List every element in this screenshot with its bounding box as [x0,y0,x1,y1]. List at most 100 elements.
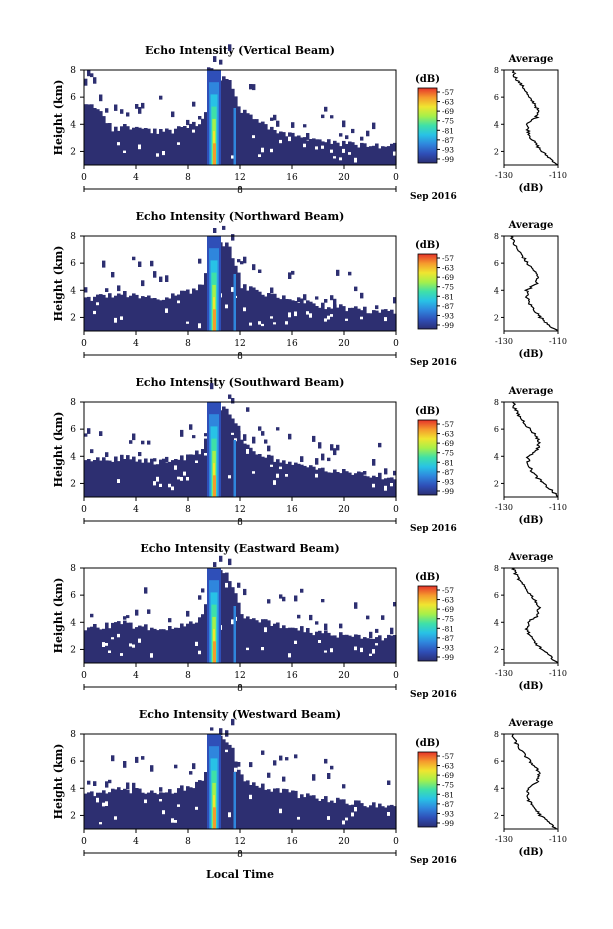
y-axis-label: Height (km) [52,80,65,156]
echo-column [126,297,130,331]
echo-column [174,792,178,829]
avg-y-tick-label: 6 [494,757,499,766]
echo-column [387,805,391,829]
echo-speckle [279,755,283,761]
echo-column [171,628,175,663]
echo-column [147,128,151,165]
echo-gap [261,323,265,327]
echo-speckle [384,468,388,475]
x-axis-label: Local Time [206,868,274,881]
echo-column [327,472,331,497]
echo-speckle [324,106,328,112]
echo-column [261,121,265,165]
echo-column [228,80,232,165]
echo-column [114,456,118,497]
avg-y-tick-label: 2 [494,147,499,156]
avg-y-tick-label: 6 [494,591,499,600]
echo-gap [117,479,121,483]
echo-column [153,628,157,663]
echo-speckle [219,59,223,65]
echo-gap [261,647,265,651]
echo-speckle [213,56,217,62]
month-label: Sep 2016 [410,358,457,368]
echo-speckle [333,448,337,456]
echo-column [366,313,370,331]
echo-column [297,302,301,331]
y-axis-label: Height (km) [52,412,65,488]
echo-speckle [147,440,151,445]
echo-column [201,118,205,165]
echo-column [306,793,310,829]
echo-column [291,132,295,165]
echo-gap [285,321,289,325]
echo-column [297,135,301,165]
echo-speckle [111,755,115,762]
echo-column [375,477,379,497]
echo-column [237,106,241,165]
y-tick-label: 6 [70,259,76,269]
echo-column [390,143,394,165]
average-profile: Average 2 4 6 8 -130 -110 (dB) [494,386,567,526]
echo-column [369,313,373,331]
echo-column [348,307,352,331]
average-profile-line [509,235,558,332]
echo-gap [252,135,256,139]
echo-speckle [303,124,307,128]
echo-column [138,459,142,497]
echo-column [393,635,397,663]
x-tick-label: 20 [338,837,350,847]
echo-column [342,469,346,497]
colorbar-tick-label: -99 [442,487,454,496]
echo-speckle [105,108,109,113]
echo-column [255,289,259,331]
echo-column [339,304,343,331]
echo-column [258,122,262,165]
echo-column [228,581,232,663]
echo-column [240,439,244,497]
echo-column [366,476,370,497]
echo-column [276,622,280,663]
average-frame [503,567,559,664]
echo-speckle [336,444,340,451]
echo-column [288,792,292,829]
echo-speckle [372,459,376,466]
echo-gap [225,582,229,588]
avg-y-tick-label: 4 [494,452,499,461]
echo-intensity-heatmap [84,225,397,331]
echo-speckle [93,781,97,786]
echo-column [270,294,274,331]
echo-column [387,477,391,497]
echo-column [141,626,145,663]
avg-x-tick-label: -110 [549,171,567,180]
colorbar-tick-label: -75 [442,615,454,624]
echo-column [171,293,175,331]
echo-speckle [387,780,391,785]
echo-gap [186,321,190,324]
echo-speckle [105,288,109,292]
echo-gap [117,142,121,146]
colorbar-tick-label: -57 [442,88,454,97]
echo-column [162,458,166,497]
echo-column [357,147,361,165]
echo-column [141,462,145,497]
echo-speckle [138,107,142,114]
echo-gap [315,473,319,478]
echo-speckle [204,433,208,437]
echo-speckle [378,442,382,448]
echo-column [222,406,226,497]
echo-column [300,137,304,165]
echo-column [312,635,316,663]
echo-speckle [237,425,241,432]
echo-speckle [315,621,319,625]
echo-column [96,294,100,331]
echo-column [315,631,319,663]
echo-gap [153,481,157,486]
echo-column [255,785,259,829]
y-tick-label: 6 [70,93,76,103]
avg-x-tick-label: -110 [549,337,567,346]
x-tick-label: 8 [185,173,191,183]
avg-y-tick-label: 8 [494,232,499,241]
echo-speckle [285,757,289,761]
echo-column [102,116,106,165]
echo-column [264,619,268,663]
